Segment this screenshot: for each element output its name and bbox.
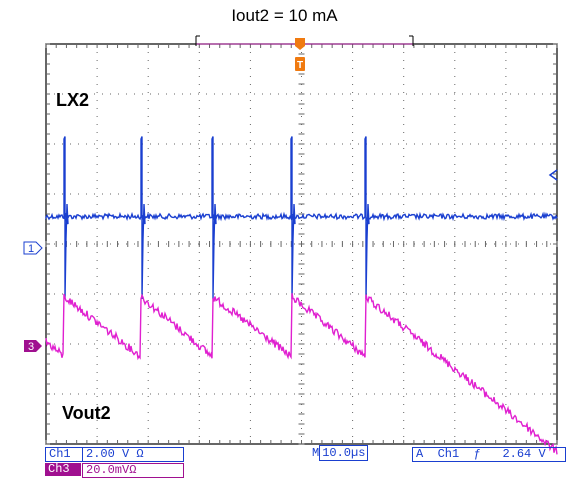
ch1-label: Ch1 [45,447,83,462]
graticule-grid [45,43,558,445]
series-label-lx2: LX2 [56,90,89,110]
ch1-scale-readout[interactable]: 2.00 V Ω [82,447,184,462]
trigger-readout[interactable]: A Ch1 ƒ 2.64 V [412,447,566,462]
trigger-level-arrow [548,169,558,181]
timebase-readout[interactable]: M 10.0µs [312,445,412,461]
chart-title: Iout2 = 10 mA [231,6,338,25]
trigger-position-bar: T [195,35,414,71]
ch3-label: Ch3 [45,463,81,476]
trigger-position-icon [295,38,305,50]
ch3-ground-marker [24,340,42,352]
trigger-marker-icon [295,57,305,71]
series-label-vout2: Vout2 [62,403,111,423]
ch1-ground-marker [23,241,43,255]
ch3-marker-label: 3 [28,341,34,353]
traces [45,136,558,455]
trigger-marker-label: T [297,60,303,71]
trace-lx2 [45,136,558,300]
trace-vout2 [45,293,558,455]
ch3-scale-readout[interactable]: 20.0mVΩ [82,463,184,478]
ch1-marker-label: 1 [28,243,34,255]
channel-markers: 13 [23,169,558,353]
